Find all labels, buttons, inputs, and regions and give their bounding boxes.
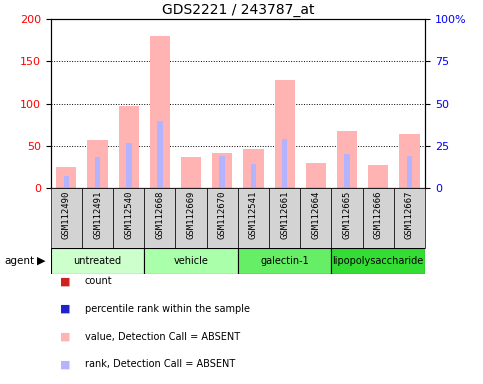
Bar [95, 157, 100, 188]
Bar [238, 248, 331, 274]
Bar [113, 188, 144, 248]
Title: GDS2221 / 243787_at: GDS2221 / 243787_at [162, 3, 314, 17]
Text: vehicle: vehicle [174, 256, 209, 266]
Text: count: count [85, 276, 112, 286]
Text: ■: ■ [60, 304, 71, 314]
Text: GSM112491: GSM112491 [93, 190, 102, 239]
Bar [51, 188, 82, 248]
Text: ■: ■ [60, 332, 71, 342]
Bar [144, 188, 175, 248]
Text: ■: ■ [60, 359, 71, 369]
Text: rank, Detection Call = ABSENT: rank, Detection Call = ABSENT [85, 359, 235, 369]
Bar [144, 248, 238, 274]
Bar [337, 131, 357, 188]
Bar [56, 167, 76, 188]
Text: galectin-1: galectin-1 [260, 256, 309, 266]
Bar [306, 163, 326, 188]
Text: GSM112490: GSM112490 [62, 190, 71, 239]
Text: value, Detection Call = ABSENT: value, Detection Call = ABSENT [85, 332, 240, 342]
Bar [118, 106, 139, 188]
Text: GSM112661: GSM112661 [280, 190, 289, 239]
Text: ■: ■ [60, 276, 71, 286]
Bar [394, 188, 425, 248]
Text: GSM112540: GSM112540 [124, 190, 133, 239]
Bar [407, 156, 412, 188]
Bar [300, 188, 331, 248]
Text: GSM112668: GSM112668 [156, 190, 164, 239]
Bar [243, 149, 264, 188]
Bar [238, 188, 269, 248]
Bar [212, 153, 232, 188]
Text: percentile rank within the sample: percentile rank within the sample [85, 304, 250, 314]
Text: lipopolysaccharide: lipopolysaccharide [333, 256, 424, 266]
Bar [82, 188, 113, 248]
Bar [282, 139, 287, 188]
Bar [63, 176, 69, 188]
Bar [207, 188, 238, 248]
Bar [251, 164, 256, 188]
Text: GSM112670: GSM112670 [218, 190, 227, 239]
Text: agent: agent [5, 256, 35, 266]
Bar [157, 121, 163, 188]
Bar [51, 248, 144, 274]
Text: GSM112669: GSM112669 [186, 190, 196, 239]
Text: ▶: ▶ [37, 256, 46, 266]
Bar [269, 188, 300, 248]
Text: GSM112667: GSM112667 [405, 190, 414, 239]
Bar [399, 134, 420, 188]
Text: GSM112665: GSM112665 [342, 190, 352, 239]
Bar [331, 248, 425, 274]
Bar [363, 188, 394, 248]
Text: GSM112541: GSM112541 [249, 190, 258, 239]
Bar [150, 36, 170, 188]
Bar [274, 80, 295, 188]
Bar [175, 188, 207, 248]
Bar [368, 166, 388, 188]
Text: GSM112664: GSM112664 [312, 190, 320, 239]
Bar [344, 154, 350, 188]
Bar [331, 188, 363, 248]
Bar [126, 142, 131, 188]
Text: GSM112666: GSM112666 [374, 190, 383, 239]
Bar [219, 156, 225, 188]
Bar [87, 140, 108, 188]
Text: untreated: untreated [73, 256, 122, 266]
Bar [181, 157, 201, 188]
